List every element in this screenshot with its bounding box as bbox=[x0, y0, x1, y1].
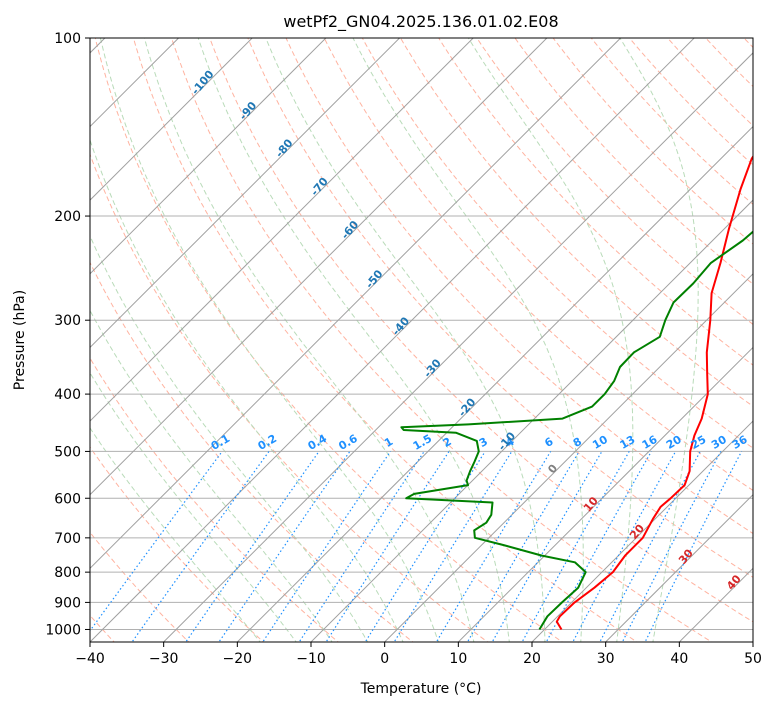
mixing-ratio-line bbox=[621, 451, 722, 642]
chart-title: wetPf2_GN04.2025.136.01.02.E08 bbox=[283, 12, 558, 32]
dry-adiabat bbox=[90, 152, 489, 642]
mixing-ratio-line bbox=[435, 451, 552, 642]
dry-adiabat bbox=[94, 38, 564, 642]
dry-adiabat bbox=[628, 38, 753, 166]
isotherm-gridline bbox=[90, 38, 253, 201]
isotherm-gridline bbox=[162, 52, 753, 642]
plot-frame bbox=[89, 37, 754, 643]
series-layer bbox=[400, 154, 753, 631]
dry-adiabat bbox=[323, 38, 753, 492]
y-tick-label: 200 bbox=[54, 209, 81, 225]
isotherm-gridline bbox=[90, 38, 622, 570]
mixing-ratio-line bbox=[599, 451, 701, 642]
mixing-ratio-line bbox=[325, 451, 450, 642]
dry-adiabat bbox=[552, 38, 753, 245]
mixing-ratio-line bbox=[185, 451, 320, 642]
dry-adiabat bbox=[285, 38, 753, 535]
x-tick-label: 10 bbox=[449, 651, 467, 667]
mixing-ratio-line bbox=[298, 451, 425, 642]
isotherm-gridline bbox=[90, 38, 695, 642]
x-tick-label: 30 bbox=[597, 651, 615, 667]
dewpoint-profile-line bbox=[400, 230, 753, 631]
x-tick-label: −30 bbox=[149, 651, 179, 667]
mixing-ratio-line bbox=[131, 451, 270, 642]
dry-adiabat bbox=[247, 38, 753, 578]
mixing-ratio-line bbox=[572, 451, 677, 642]
mixing-ratio-line bbox=[364, 451, 486, 642]
dry-adiabat bbox=[90, 446, 265, 642]
mixing-ratio-line bbox=[90, 451, 223, 632]
y-tick-label: 600 bbox=[54, 491, 81, 507]
isotherm-gridline bbox=[90, 38, 474, 422]
isotherm-gridline bbox=[90, 38, 548, 496]
x-tick-label: 40 bbox=[670, 651, 688, 667]
dry-adiabat bbox=[209, 38, 753, 623]
x-tick-label: −20 bbox=[223, 651, 253, 667]
isotherm-gridline bbox=[531, 420, 753, 642]
y-tick-label: 400 bbox=[54, 387, 81, 403]
x-tick-label: 50 bbox=[744, 651, 762, 667]
dry-adiabat bbox=[438, 38, 753, 366]
y-axis-ticks: 100 200 300 400 500 600 700 800 900 1000 bbox=[45, 31, 90, 638]
y-tick-label: 900 bbox=[54, 595, 81, 611]
dry-adiabat bbox=[90, 531, 190, 642]
y-tick-label: 300 bbox=[54, 313, 81, 329]
y-tick-label: 100 bbox=[54, 31, 81, 47]
x-tick-label: 0 bbox=[380, 651, 389, 667]
isotherm-gridline bbox=[604, 493, 753, 642]
y-tick-label: 1000 bbox=[45, 622, 81, 638]
moist-adiabat bbox=[90, 427, 261, 642]
x-axis-ticks: −40 −30 −20 −10 0 10 20 30 40 50 bbox=[75, 642, 762, 667]
dry-adiabat bbox=[171, 38, 713, 642]
background-lines bbox=[90, 38, 753, 642]
mixing-ratio-line bbox=[262, 451, 391, 642]
x-tick-label: 20 bbox=[523, 651, 541, 667]
mixing-ratio-line bbox=[218, 451, 351, 642]
isotherm-gridline bbox=[90, 38, 401, 349]
y-tick-label: 800 bbox=[54, 565, 81, 581]
mixing-ratio-line bbox=[393, 451, 513, 642]
x-tick-label: −10 bbox=[296, 651, 326, 667]
x-tick-label: −40 bbox=[75, 651, 105, 667]
temperature-profile-line bbox=[555, 154, 753, 631]
isotherm-gridline bbox=[457, 346, 753, 642]
y-tick-label: 500 bbox=[54, 444, 81, 460]
isotherm-gridline bbox=[90, 38, 327, 275]
isotherm-gridline bbox=[310, 199, 753, 642]
isotherm-gridline bbox=[236, 125, 753, 642]
mixing-ratio-line bbox=[466, 451, 580, 642]
dry-adiabat bbox=[476, 38, 753, 326]
x-axis-label: Temperature (°C) bbox=[360, 681, 482, 697]
dry-adiabat bbox=[90, 261, 414, 642]
y-tick-label: 700 bbox=[54, 531, 81, 547]
y-axis-label: Pressure (hPa) bbox=[12, 290, 28, 390]
